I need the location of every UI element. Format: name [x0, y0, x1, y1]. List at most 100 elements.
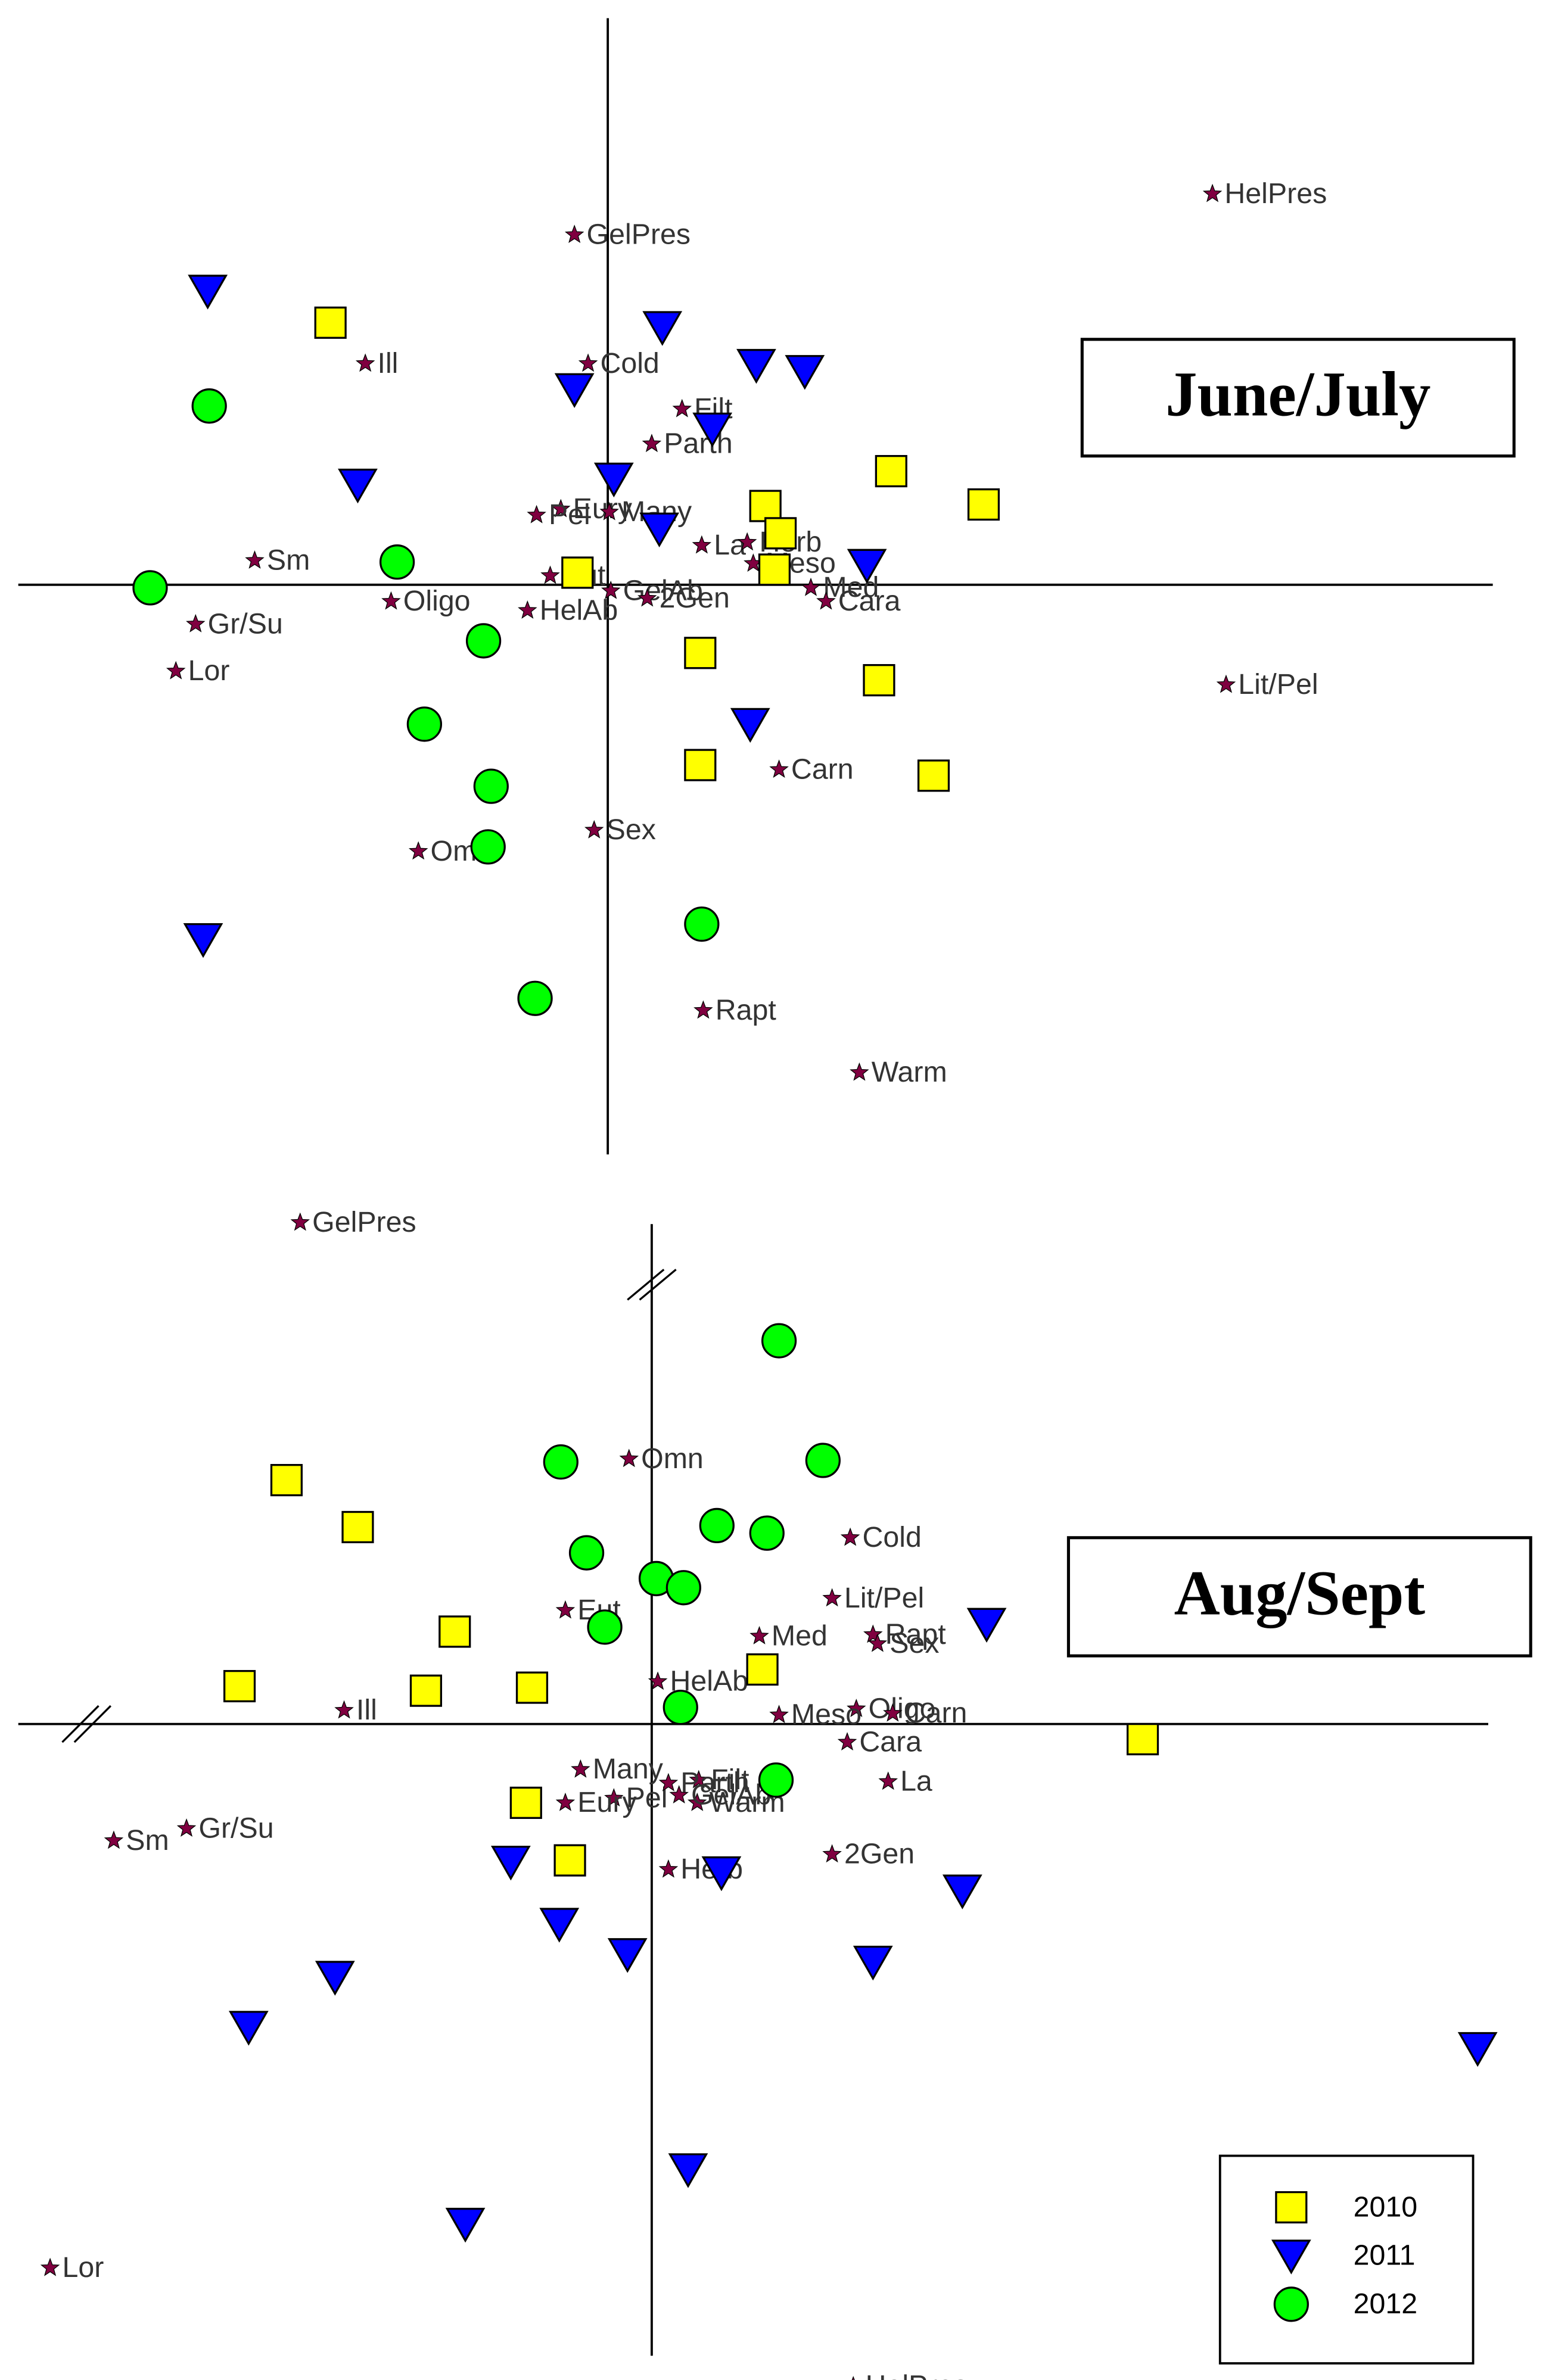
species-label: GelAb	[623, 574, 703, 606]
species-label: Filt	[711, 1764, 749, 1796]
species-label: La	[714, 529, 746, 561]
species-star	[822, 1588, 842, 1607]
species-star	[837, 1732, 857, 1750]
species-star	[290, 1212, 310, 1231]
square-marker	[223, 1669, 256, 1703]
species-label: Gr/Su	[208, 608, 283, 640]
legend-box	[1218, 2154, 1475, 2365]
circle-marker	[587, 1609, 623, 1645]
species-label: Warm	[872, 1056, 947, 1088]
species-star	[863, 1624, 883, 1643]
square-marker	[863, 663, 895, 697]
chart-title: Aug/Sept	[1174, 1559, 1426, 1629]
legend-label: 2012	[1354, 2288, 1417, 2320]
triangle-marker	[539, 1908, 580, 1943]
species-star	[642, 434, 662, 453]
triangle-marker	[847, 549, 887, 584]
species-label: HelAb	[540, 594, 618, 626]
circle-marker	[132, 570, 168, 606]
species-star	[408, 841, 428, 860]
species-star	[878, 1771, 898, 1790]
species-star	[176, 1818, 197, 1837]
species-star	[769, 759, 789, 778]
species-label: Oligo	[403, 585, 471, 617]
circle-marker	[684, 906, 720, 942]
square-marker	[746, 1653, 779, 1686]
species-star	[801, 577, 821, 596]
circle-marker	[191, 388, 227, 424]
species-label: GelPres	[312, 1206, 416, 1238]
square-marker	[270, 1464, 303, 1497]
species-star	[637, 588, 657, 607]
species-star	[692, 535, 712, 554]
triangle-marker	[966, 1608, 1007, 1643]
species-star	[851, 2376, 855, 2380]
species-star	[245, 550, 265, 569]
species-label: Eury	[573, 493, 633, 525]
species-star	[601, 580, 621, 599]
circle-marker	[1273, 2286, 1309, 2322]
circle-marker	[663, 1690, 698, 1725]
species-label: Eury	[577, 1786, 637, 1818]
species-label: Sex	[889, 1627, 939, 1659]
species-label: Gr/Su	[198, 1812, 273, 1844]
species-star	[822, 1844, 842, 1863]
species-label: Lit/Pel	[1238, 668, 1318, 700]
species-star	[564, 225, 584, 244]
triangle-marker	[785, 355, 825, 390]
species-label: Cara	[838, 585, 901, 617]
triangle-marker	[554, 373, 595, 409]
triangle-marker	[338, 468, 378, 504]
square-marker	[684, 637, 717, 669]
triangle-marker	[445, 2207, 486, 2243]
species-label: Cold	[600, 347, 659, 379]
species-label: Ill	[356, 1694, 377, 1726]
circle-marker	[805, 1443, 841, 1478]
triangle-marker	[701, 1856, 742, 1892]
species-label: Many	[593, 1753, 664, 1785]
triangle-marker	[593, 462, 634, 498]
species-star	[186, 613, 206, 633]
species-star	[40, 2257, 60, 2276]
species-label: Rapt	[716, 994, 777, 1026]
legend-label: 2010	[1354, 2191, 1417, 2223]
species-star	[551, 499, 571, 518]
title-box	[1080, 338, 1516, 458]
circle-marker	[465, 623, 502, 659]
square-marker	[749, 490, 782, 522]
square-marker	[917, 759, 950, 792]
species-star	[672, 398, 692, 418]
species-label: HelPres	[1224, 177, 1327, 210]
species-label: Cold	[862, 1521, 921, 1553]
species-label: GelAb	[691, 1778, 771, 1811]
species-star	[1216, 674, 1236, 693]
triangle-marker	[315, 1961, 355, 1996]
triangle-marker	[490, 1845, 531, 1881]
circle-marker	[758, 1762, 794, 1798]
species-star	[334, 1700, 354, 1719]
axis-break	[61, 1705, 99, 1743]
species-star	[578, 353, 598, 372]
chart-title: June/July	[1165, 359, 1430, 429]
square-marker	[553, 1844, 586, 1877]
species-label: Sm	[126, 1824, 169, 1856]
species-label: Lor	[62, 2251, 104, 2284]
species-star	[693, 1000, 713, 1019]
circle-marker	[699, 1507, 735, 1544]
species-star	[555, 1792, 576, 1811]
triangle-marker	[730, 708, 770, 743]
square-marker	[314, 306, 347, 339]
square-marker	[684, 749, 717, 781]
circle-marker	[568, 1535, 605, 1571]
species-star	[584, 820, 604, 839]
species-star	[658, 1772, 679, 1792]
species-star	[847, 1699, 866, 1717]
square-marker	[561, 556, 594, 589]
square-marker	[1126, 1722, 1159, 1756]
species-label: 2Gen	[660, 582, 730, 614]
species-star	[555, 1600, 576, 1619]
title-box	[1066, 1536, 1532, 1658]
square-marker	[438, 1615, 471, 1648]
